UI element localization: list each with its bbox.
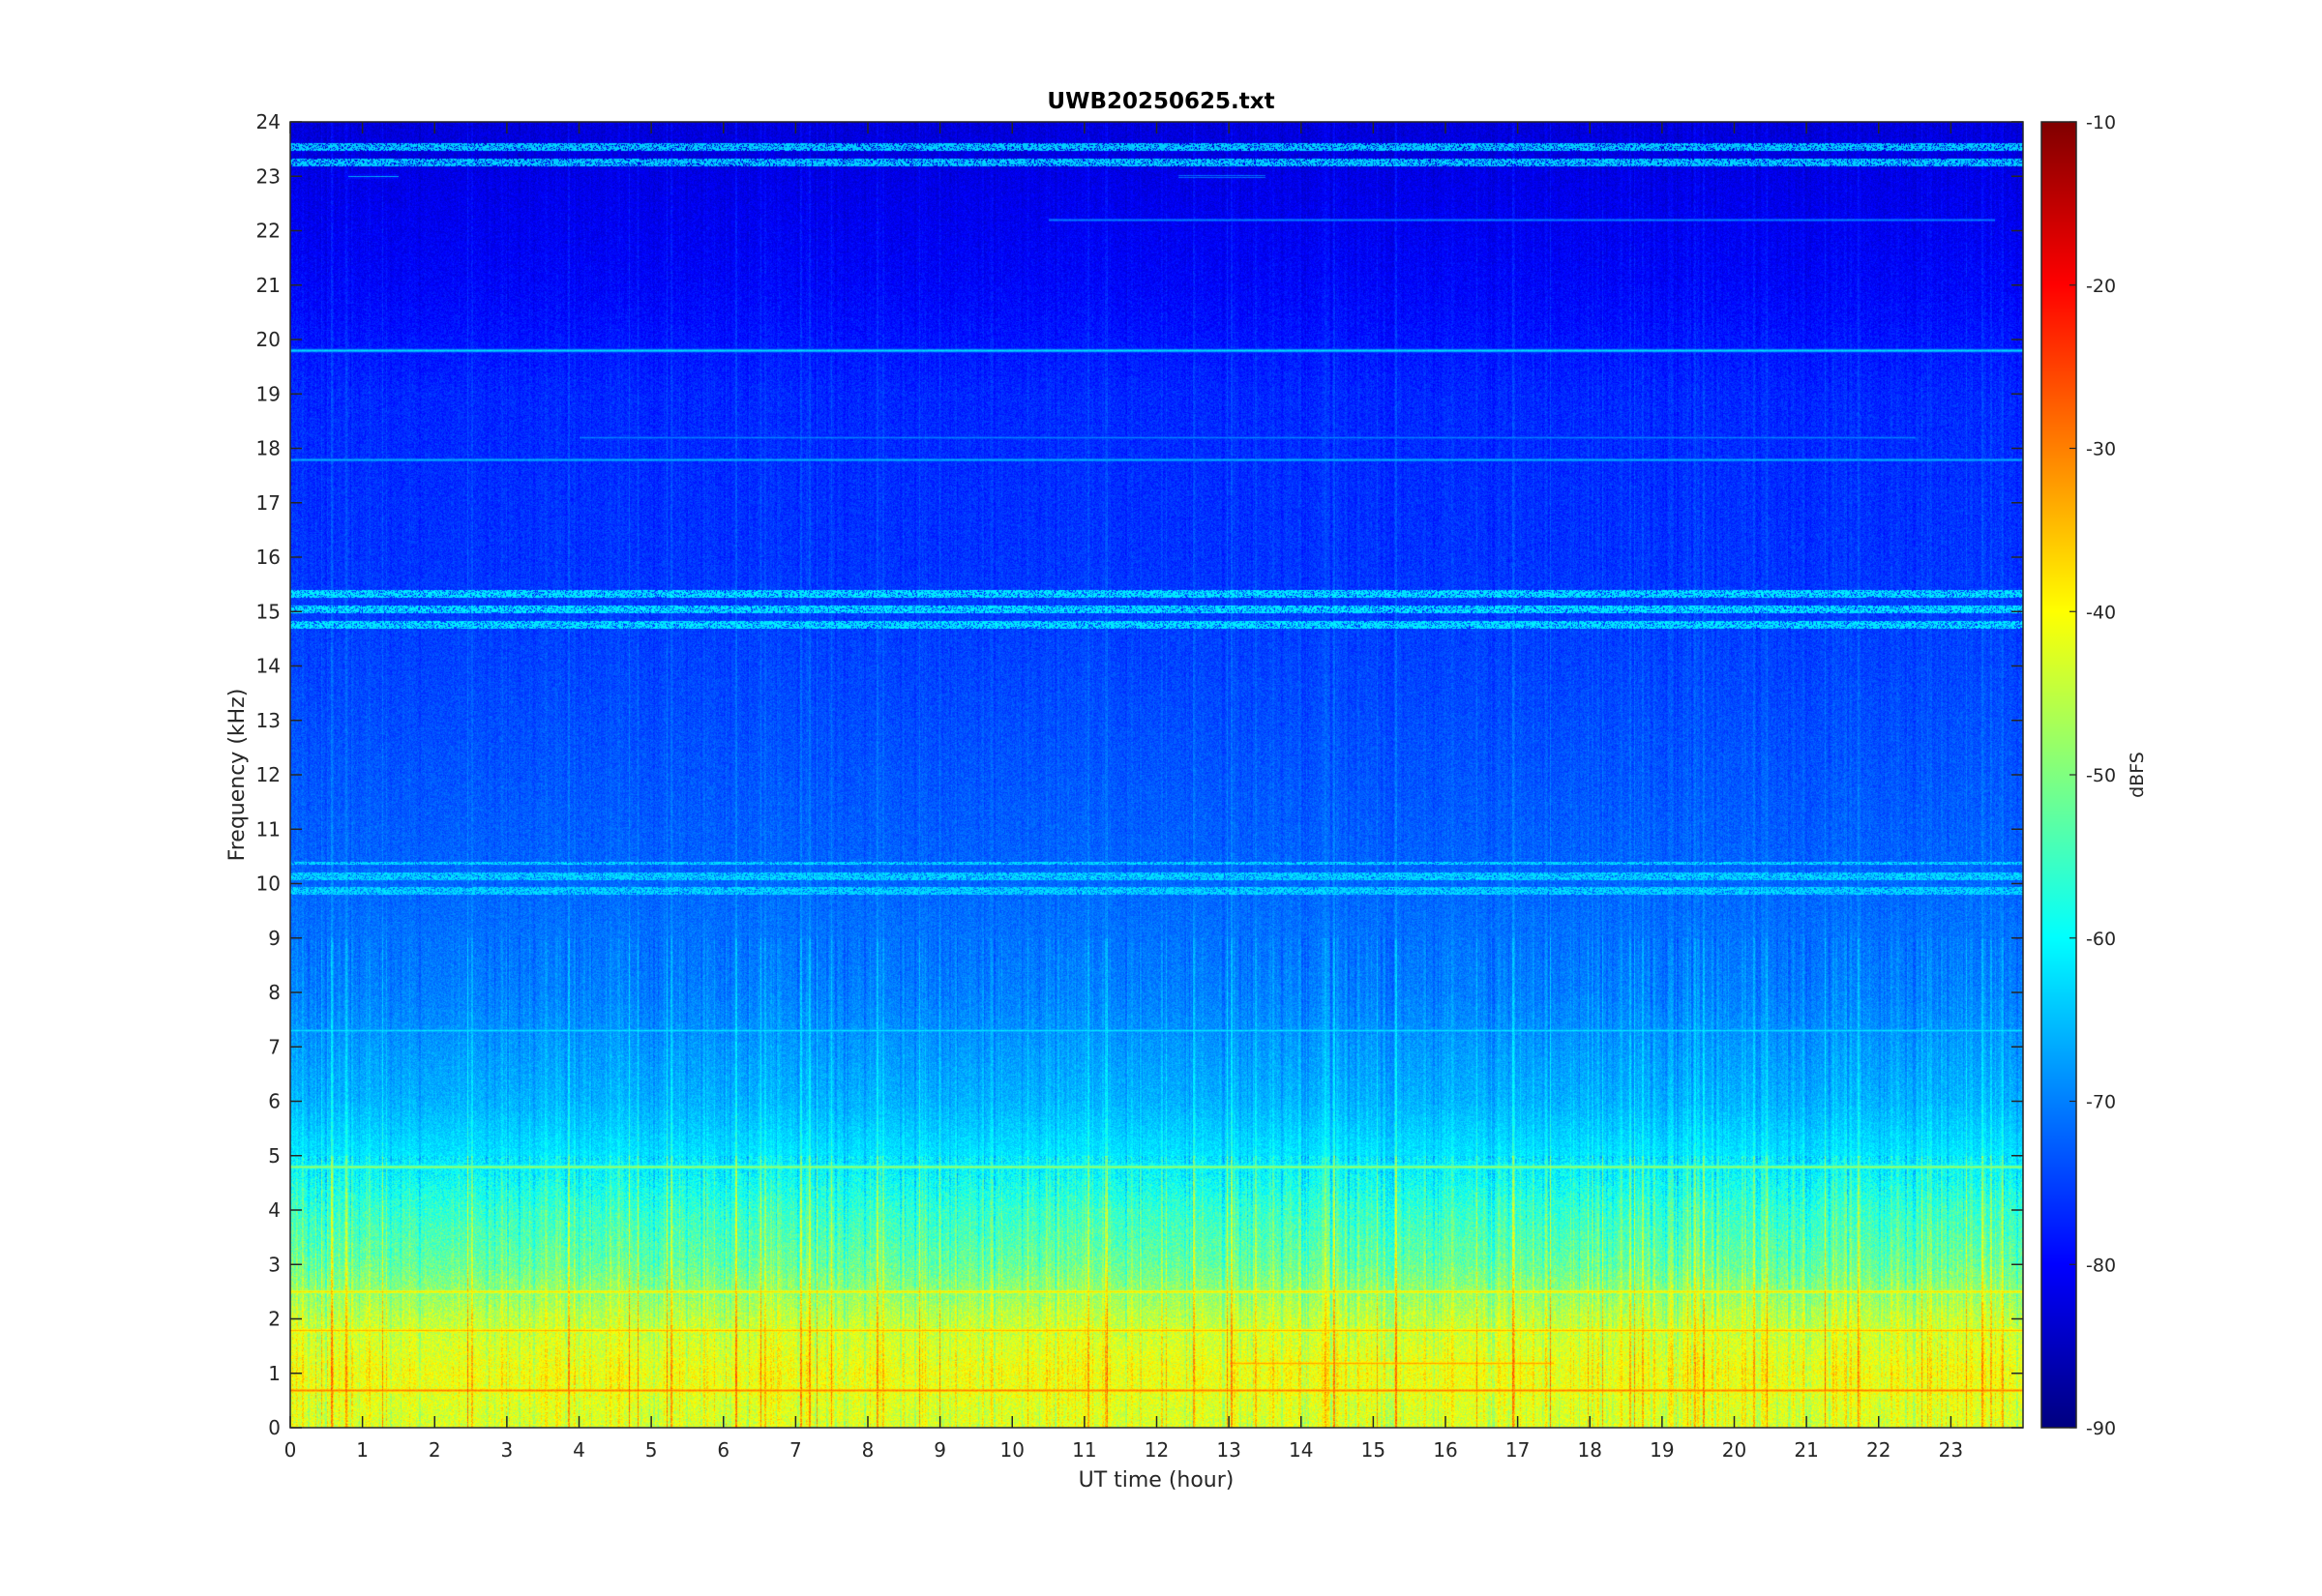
x-tick-label: 12	[1145, 1438, 1169, 1462]
x-tick-label: 14	[1289, 1438, 1313, 1462]
x-tick-label: 0	[284, 1438, 297, 1462]
y-tick-label: 22	[256, 220, 281, 243]
colorbar-ticks: -90 -80 -70 -60 -50 -40 -30 -20 -10	[2069, 112, 2116, 1439]
x-tick-label: 8	[862, 1438, 875, 1462]
colorbar-tick-label: -70	[2086, 1092, 2116, 1113]
x-tick-label: 11	[1072, 1438, 1096, 1462]
y-tick-label: 24	[256, 110, 281, 133]
x-tick-label: 10	[1000, 1438, 1025, 1462]
chart-title: UWB20250625.txt	[1047, 89, 1274, 114]
y-tick-label: 9	[268, 927, 281, 950]
y-tick-label: 10	[256, 872, 281, 896]
y-tick-label: 6	[268, 1090, 281, 1113]
x-tick-label: 9	[934, 1438, 946, 1462]
colorbar-label: dBFS	[2127, 752, 2148, 798]
colorbar-tick-label: -30	[2086, 439, 2116, 460]
y-axis-label: Frequency (kHz)	[225, 689, 250, 862]
x-tick-label: 2	[429, 1438, 441, 1462]
x-tick-label: 21	[1794, 1438, 1818, 1462]
y-tick-label: 23	[256, 164, 281, 188]
x-tick-label: 3	[501, 1438, 514, 1462]
x-tick-label: 20	[1722, 1438, 1746, 1462]
y-tick-label: 7	[268, 1035, 281, 1058]
spectrogram-image	[290, 122, 2023, 1428]
y-tick-label: 16	[256, 546, 281, 569]
y-tick-label: 14	[256, 655, 281, 678]
colorbar-tick-label: -50	[2086, 765, 2116, 786]
x-tick-label: 6	[717, 1438, 729, 1462]
y-tick-label: 19	[256, 382, 281, 405]
y-tick-label: 3	[268, 1253, 281, 1276]
plot-area	[289, 121, 2024, 1429]
x-tick-label: 4	[573, 1438, 585, 1462]
x-tick-label: 18	[1578, 1438, 1602, 1462]
colorbar-tick-label: -40	[2086, 602, 2116, 623]
y-tick-label: 1	[268, 1362, 281, 1385]
x-tick-label: 1	[356, 1438, 369, 1462]
y-tick-label: 21	[256, 274, 281, 297]
y-tick-label: 11	[256, 817, 281, 841]
x-tick-label: 22	[1866, 1438, 1890, 1462]
y-tick-label: 0	[268, 1416, 281, 1439]
y-tick-label: 20	[256, 328, 281, 351]
x-axis-label: UT time (hour)	[1079, 1468, 1235, 1493]
colorbar-tick-label: -90	[2086, 1418, 2116, 1439]
x-tick-label: 23	[1939, 1438, 1963, 1462]
x-axis: 0 1 2 3 4 5 6 7 8 9 10 11 12 13 14 15 16 17 18 19 20 21 22 23	[284, 122, 1963, 1462]
y-tick-label: 15	[256, 600, 281, 623]
colorbar-tick-label: -10	[2086, 112, 2116, 133]
y-tick-label: 8	[268, 981, 281, 1004]
y-tick-label: 18	[256, 437, 281, 460]
y-tick-label: 13	[256, 709, 281, 732]
y-tick-label: 4	[268, 1198, 281, 1222]
x-tick-label: 15	[1361, 1438, 1385, 1462]
x-tick-label: 19	[1650, 1438, 1674, 1462]
colorbar: -90 -80 -70 -60 -50 -40 -30 -20 -10 dBFS	[2040, 112, 2148, 1439]
x-tick-label: 5	[645, 1438, 658, 1462]
colorbar-tick-label: -60	[2086, 929, 2116, 950]
y-tick-label: 5	[268, 1144, 281, 1167]
x-tick-label: 17	[1505, 1438, 1530, 1462]
colorbar-tick-label: -20	[2086, 276, 2116, 297]
x-tick-label: 7	[789, 1438, 802, 1462]
y-tick-label: 12	[256, 763, 281, 786]
x-tick-label: 13	[1216, 1438, 1240, 1462]
x-tick-label: 16	[1433, 1438, 1457, 1462]
y-tick-label: 17	[256, 491, 281, 515]
y-tick-label: 2	[268, 1308, 281, 1331]
colorbar-tick-label: -80	[2086, 1255, 2116, 1276]
